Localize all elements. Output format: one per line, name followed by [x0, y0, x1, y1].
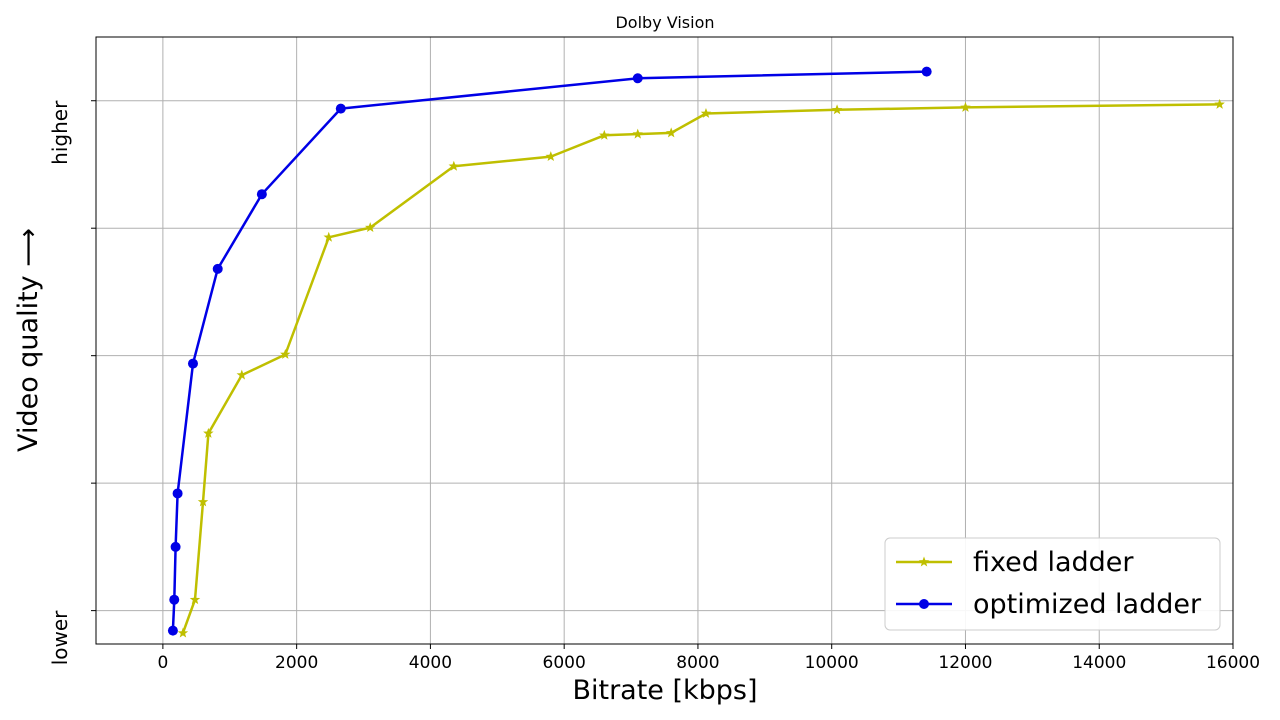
data-point [632, 73, 643, 84]
x-axis-label: Bitrate [kbps] [572, 675, 757, 706]
data-point [831, 104, 843, 115]
data-point [665, 127, 677, 138]
chart-title: Dolby Vision [615, 13, 714, 32]
data-point [323, 231, 334, 242]
data-point [1214, 98, 1225, 109]
series-line [171, 70, 927, 631]
data-point [212, 263, 223, 274]
legend-label-optimized-ladder: optimized ladder [973, 589, 1202, 620]
x-axis-ticks: 0 2000 4000 6000 8000 10000 12000 14000 16000 [157, 644, 1260, 673]
x-tick-label: 4000 [409, 653, 452, 673]
y-tick-label: higher [48, 100, 72, 165]
data-point [700, 107, 712, 118]
data-point [448, 160, 460, 171]
legend: fixed ladder optimized ladder [884, 537, 1221, 631]
legend-marker-optimized-ladder [919, 599, 929, 609]
y-axis-ticks: lower higher [48, 100, 96, 665]
data-point [170, 541, 181, 552]
series-fixed-ladder [177, 98, 1225, 638]
data-point [921, 66, 932, 77]
series-optimized-ladder [167, 66, 932, 636]
data-point [177, 627, 189, 638]
series-layer [167, 66, 1225, 638]
x-tick-label: 8000 [676, 653, 719, 673]
data-point [197, 496, 209, 507]
data-point [335, 103, 346, 114]
x-tick-label: 16000 [1206, 653, 1260, 673]
legend-box [884, 537, 1221, 631]
data-point [960, 101, 971, 112]
data-point [189, 594, 201, 605]
x-tick-label: 12000 [938, 653, 992, 673]
plot-frame [95, 36, 1234, 645]
x-tick-label: 0 [157, 653, 168, 673]
data-point [169, 594, 180, 605]
y-tick-label: lower [48, 610, 72, 665]
data-point [187, 358, 198, 369]
data-point [545, 151, 557, 162]
x-tick-label: 6000 [543, 653, 586, 673]
data-point [172, 488, 183, 499]
y-axis-label: Video quality ⟶ [13, 228, 44, 452]
data-point [632, 128, 643, 139]
legend-label-fixed-ladder: fixed ladder [973, 547, 1134, 578]
data-point [256, 189, 267, 200]
data-point [236, 369, 248, 380]
x-tick-label: 2000 [275, 653, 318, 673]
data-point [203, 427, 214, 438]
data-point [599, 129, 610, 140]
data-point [280, 348, 291, 359]
data-point [364, 222, 376, 233]
x-tick-label: 10000 [805, 653, 859, 673]
data-point [167, 625, 178, 636]
x-tick-label: 14000 [1072, 653, 1126, 673]
legend-marker-fixed-ladder [918, 556, 930, 567]
